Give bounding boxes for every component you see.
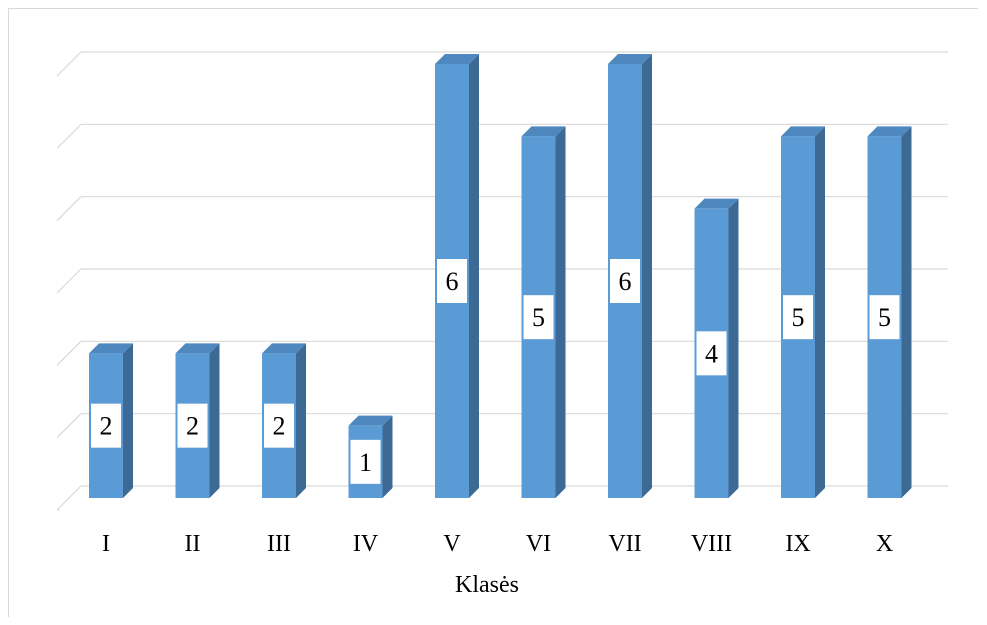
chart-frame — [8, 8, 978, 617]
bar-top — [348, 415, 393, 426]
gridline-slant — [56, 340, 82, 366]
bar-top — [435, 54, 479, 64]
gridline-slant — [56, 485, 82, 511]
x-tick-label-IX: IX — [785, 531, 810, 557]
x-tick-label-VIII: VIII — [691, 531, 732, 557]
gridline-slant — [56, 413, 82, 439]
x-axis-title: Klasės — [455, 572, 519, 598]
data-label-III: 2 — [264, 403, 294, 448]
bar-top — [694, 198, 739, 209]
data-label-VI: 5 — [523, 295, 554, 340]
bar-side — [123, 343, 133, 498]
data-label-V: 6 — [437, 259, 467, 303]
data-label-bg — [523, 295, 554, 340]
bar-side — [209, 343, 220, 498]
data-label: 1 — [359, 448, 372, 477]
data-label: 5 — [878, 303, 891, 332]
bar-side — [555, 126, 566, 498]
data-label: 2 — [100, 412, 113, 441]
bar-top — [262, 343, 306, 354]
x-tick-label-V: V — [443, 531, 461, 557]
gridline-slant — [56, 51, 82, 77]
bar-side — [296, 343, 306, 498]
bar-side — [815, 126, 825, 498]
data-label: 6 — [446, 267, 459, 296]
bar-side — [901, 126, 912, 498]
data-label-bg — [177, 403, 208, 448]
data-label-IX: 5 — [783, 295, 813, 340]
gridline-slant — [56, 123, 82, 149]
data-label: 2 — [186, 412, 199, 441]
data-label-II: 2 — [177, 403, 208, 448]
bar-top — [608, 54, 652, 64]
x-tick-label-I: I — [102, 531, 110, 557]
data-label: 4 — [705, 339, 718, 368]
x-tick-label-X: X — [876, 531, 893, 557]
bar-top — [521, 126, 566, 137]
x-axis-tick-labels: I II III IV V VI VII VIII IX X — [102, 531, 893, 557]
data-label-VII: 6 — [610, 259, 640, 303]
data-label-bg — [610, 259, 640, 303]
x-tick-label-VII: VII — [608, 531, 641, 557]
gridline-slant — [56, 196, 82, 222]
data-label-bg — [869, 295, 900, 340]
bars — [89, 54, 912, 499]
bar-side — [728, 198, 739, 498]
data-label-bg — [91, 403, 121, 448]
data-label-bg — [696, 331, 727, 376]
data-labels: 2 2 2 1 6 5 6 4 5 5 — [91, 259, 900, 484]
data-label-VIII: 4 — [696, 331, 727, 376]
data-label-bg — [350, 439, 381, 484]
data-label-bg — [264, 403, 294, 448]
bar-top — [89, 343, 133, 354]
bar-side — [382, 415, 393, 498]
data-label-I: 2 — [91, 403, 121, 448]
data-label-bg — [783, 295, 813, 340]
data-label: 5 — [532, 303, 545, 332]
data-label-X: 5 — [869, 295, 900, 340]
data-label: 6 — [619, 267, 632, 296]
x-tick-label-VI: VI — [526, 531, 551, 557]
bar-top — [867, 126, 912, 137]
x-tick-label-III: III — [267, 531, 291, 557]
data-label: 2 — [273, 412, 286, 441]
data-label-IV: 1 — [350, 439, 381, 484]
x-tick-label-IV: IV — [353, 531, 379, 557]
data-label-bg — [437, 259, 467, 303]
data-label: 5 — [792, 303, 805, 332]
bar-side — [469, 54, 479, 498]
bar-top — [781, 126, 825, 137]
gridline-slant — [56, 268, 82, 294]
bar-top — [175, 343, 220, 354]
bar-side — [642, 54, 652, 498]
x-tick-label-II: II — [185, 531, 201, 557]
